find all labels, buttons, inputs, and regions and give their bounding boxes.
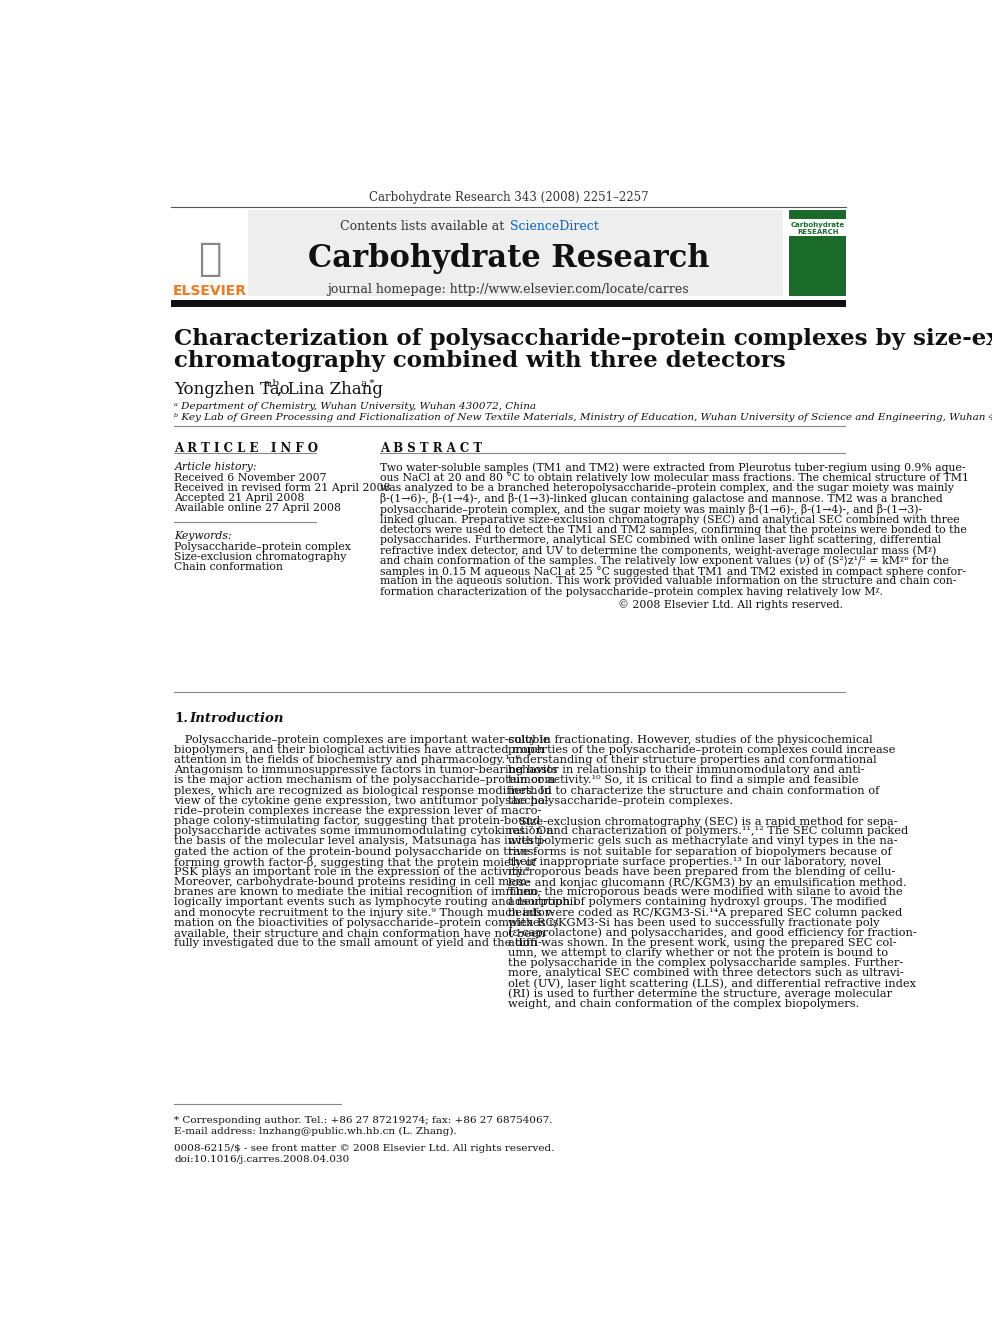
Text: * Corresponding author. Tel.: +86 27 87219274; fax: +86 27 68754067.: * Corresponding author. Tel.: +86 27 872…: [175, 1115, 553, 1125]
Text: Keywords:: Keywords:: [175, 532, 232, 541]
Text: , Lina Zhang: , Lina Zhang: [277, 381, 383, 397]
Text: Two water-soluble samples (TM1 and TM2) were extracted from Pleurotus tuber-regi: Two water-soluble samples (TM1 and TM2) …: [380, 462, 965, 472]
Text: the polysaccharide–protein complexes.: the polysaccharide–protein complexes.: [509, 795, 733, 806]
Text: Moreover, carbohydrate-bound proteins residing in cell mem-: Moreover, carbohydrate-bound proteins re…: [175, 877, 531, 886]
Text: with polymeric gels such as methacrylate and vinyl types in the na-: with polymeric gels such as methacrylate…: [509, 836, 898, 847]
Text: journal homepage: http://www.elsevier.com/locate/carres: journal homepage: http://www.elsevier.co…: [327, 283, 689, 296]
Text: β-(1→6)-, β-(1→4)-, and β-(1→3)-linked glucan containing galactose and mannose. : β-(1→6)-, β-(1→4)-, and β-(1→3)-linked g…: [380, 493, 942, 504]
Text: Article history:: Article history:: [175, 462, 257, 472]
Text: forming growth factor-β, suggesting that the protein moiety of: forming growth factor-β, suggesting that…: [175, 857, 537, 868]
Text: attention in the fields of biochemistry and pharmacology.¹⁻⁶: attention in the fields of biochemistry …: [175, 755, 521, 765]
Text: and chain conformation of the samples. The relatively low exponent values (ν) of: and chain conformation of the samples. T…: [380, 556, 948, 566]
Text: Polysaccharide–protein complex: Polysaccharide–protein complex: [175, 542, 351, 552]
Text: Chain conformation: Chain conformation: [175, 562, 284, 573]
Text: olet (UV), laser light scattering (LLS), and differential refractive index: olet (UV), laser light scattering (LLS),…: [509, 979, 917, 990]
Text: ous NaCl at 20 and 80 °C to obtain relatively low molecular mass fractions. The : ous NaCl at 20 and 80 °C to obtain relat…: [380, 472, 969, 483]
Text: formation characterization of the polysaccharide–protein complex having relative: formation characterization of the polysa…: [380, 587, 883, 597]
Text: Then, the microporous beads were modified with silane to avoid the: Then, the microporous beads were modifie…: [509, 888, 903, 897]
Text: (ε-caprolactone) and polysaccharides, and good efficiency for fraction-: (ε-caprolactone) and polysaccharides, an…: [509, 927, 918, 938]
Text: Antagonism to immunosuppressive factors in tumor-bearing hosts: Antagonism to immunosuppressive factors …: [175, 765, 558, 775]
Text: chromatography combined with three detectors: chromatography combined with three detec…: [175, 349, 786, 372]
Text: Size-exclusion chromatography (SEC) is a rapid method for sepa-: Size-exclusion chromatography (SEC) is a…: [509, 816, 898, 827]
Text: view of the cytokine gene expression, two antitumor polysaccha-: view of the cytokine gene expression, tw…: [175, 795, 550, 806]
Text: Contents lists available at: Contents lists available at: [340, 220, 509, 233]
Text: 0008-6215/$ - see front matter © 2008 Elsevier Ltd. All rights reserved.: 0008-6215/$ - see front matter © 2008 El…: [175, 1144, 555, 1154]
Text: ation was shown. In the present work, using the prepared SEC col-: ation was shown. In the present work, us…: [509, 938, 897, 949]
Text: umn, we attempt to clarify whether or not the protein is bound to: umn, we attempt to clarify whether or no…: [509, 949, 889, 958]
Text: 1.: 1.: [175, 712, 188, 725]
Text: Carbohydrate Research: Carbohydrate Research: [308, 243, 709, 274]
Text: PSK plays an important role in the expression of the activity.⁸: PSK plays an important role in the expre…: [175, 867, 530, 877]
Text: Available online 27 April 2008: Available online 27 April 2008: [175, 503, 341, 513]
Text: understanding of their structure properties and conformational: understanding of their structure propert…: [509, 755, 877, 765]
Text: ride–protein complexes increase the expression lever of macro-: ride–protein complexes increase the expr…: [175, 806, 542, 816]
Text: 🌲: 🌲: [197, 239, 221, 278]
Text: biopolymers, and their biological activities have attracted much: biopolymers, and their biological activi…: [175, 745, 545, 755]
Text: and monocyte recruitment to the injury site.⁹ Though much infor-: and monocyte recruitment to the injury s…: [175, 908, 555, 918]
Text: a,*: a,*: [360, 378, 375, 388]
Text: A B S T R A C T: A B S T R A C T: [380, 442, 482, 455]
Text: ᵇ Key Lab of Green Processing and Fictionalization of New Textile Materials, Min: ᵇ Key Lab of Green Processing and Fictio…: [175, 413, 992, 422]
Text: samples in 0.15 M aqueous NaCl at 25 °C suggested that TM1 and TM2 existed in co: samples in 0.15 M aqueous NaCl at 25 °C …: [380, 566, 966, 577]
Text: mation in the aqueous solution. This work provided valuable information on the s: mation in the aqueous solution. This wor…: [380, 577, 956, 586]
Text: Received in revised form 21 April 2008: Received in revised form 21 April 2008: [175, 483, 391, 493]
Text: Polysaccharide–protein complexes are important water-soluble: Polysaccharide–protein complexes are imp…: [175, 734, 550, 745]
Text: Introduction: Introduction: [189, 712, 284, 725]
Text: their inappropriate surface properties.¹³ In our laboratory, novel: their inappropriate surface properties.¹…: [509, 857, 882, 867]
Text: detectors were used to detect the TM1 and TM2 samples, confirming that the prote: detectors were used to detect the TM1 an…: [380, 524, 966, 534]
Text: Size-exclusion chromatography: Size-exclusion chromatography: [175, 552, 347, 562]
Text: weight, and chain conformation of the complex biopolymers.: weight, and chain conformation of the co…: [509, 999, 860, 1009]
Text: ELSEVIER: ELSEVIER: [173, 284, 246, 298]
Text: with RC/KGM3-Si has been used to successfully fractionate poly: with RC/KGM3-Si has been used to success…: [509, 918, 880, 927]
Text: A R T I C L E   I N F O: A R T I C L E I N F O: [175, 442, 318, 455]
Text: gated the action of the protein-bound polysaccharide on trans-: gated the action of the protein-bound po…: [175, 847, 538, 856]
Bar: [171, 300, 846, 307]
Text: logically important events such as lymphocyte routing and neutrophil: logically important events such as lymph…: [175, 897, 577, 908]
Text: mation on the bioactivities of polysaccharide–protein complexes is: mation on the bioactivities of polysacch…: [175, 918, 559, 927]
Text: a,b: a,b: [264, 378, 280, 388]
Text: ration and characterization of polymers.¹¹,¹² The SEC column packed: ration and characterization of polymers.…: [509, 826, 909, 836]
Text: microporous beads have been prepared from the blending of cellu-: microporous beads have been prepared fro…: [509, 867, 896, 877]
Text: phage colony-stimulating factor, suggesting that protein-bound: phage colony-stimulating factor, suggest…: [175, 816, 541, 826]
Text: adsorption of polymers containing hydroxyl groups. The modified: adsorption of polymers containing hydrox…: [509, 897, 887, 908]
Text: available, their structure and chain conformation have not been: available, their structure and chain con…: [175, 927, 546, 938]
Text: Yongzhen Tao: Yongzhen Tao: [175, 381, 290, 397]
Text: linked glucan. Preparative size-exclusion chromatography (SEC) and analytical SE: linked glucan. Preparative size-exclusio…: [380, 515, 959, 525]
Text: ᵃ Department of Chemistry, Wuhan University, Wuhan 430072, China: ᵃ Department of Chemistry, Wuhan Univers…: [175, 402, 537, 411]
Text: polysaccharide–protein complex, and the sugar moiety was mainly β-(1→6)-, β-(1→4: polysaccharide–protein complex, and the …: [380, 504, 922, 515]
Text: Carbohydrate
RESEARCH: Carbohydrate RESEARCH: [791, 221, 845, 234]
Bar: [248, 209, 783, 296]
Text: behavior in relationship to their immunomodulatory and anti-: behavior in relationship to their immuno…: [509, 765, 865, 775]
Bar: [171, 209, 248, 296]
Text: Carbohydrate Research 343 (2008) 2251–2257: Carbohydrate Research 343 (2008) 2251–22…: [369, 191, 648, 204]
Text: beads were coded as RC/KGM3-Si.¹⁴A prepared SEC column packed: beads were coded as RC/KGM3-Si.¹⁴A prepa…: [509, 908, 903, 918]
Text: polysaccharides. Furthermore, analytical SEC combined with online laser light sc: polysaccharides. Furthermore, analytical…: [380, 534, 940, 545]
Text: plexes, which are recognized as biological response modifiers. In: plexes, which are recognized as biologic…: [175, 786, 552, 795]
Text: Accepted 21 April 2008: Accepted 21 April 2008: [175, 493, 305, 503]
Text: the basis of the molecular level analysis, Matsunaga has investi-: the basis of the molecular level analysi…: [175, 836, 547, 847]
Text: ScienceDirect: ScienceDirect: [510, 220, 599, 233]
Bar: [789, 218, 846, 235]
Text: culty in fractionating. However, studies of the physicochemical: culty in fractionating. However, studies…: [509, 734, 873, 745]
Text: the polysaccharide in the complex polysaccharide samples. Further-: the polysaccharide in the complex polysa…: [509, 958, 904, 968]
Text: refractive index detector, and UV to determine the components, weight-average mo: refractive index detector, and UV to det…: [380, 545, 936, 556]
Text: © 2008 Elsevier Ltd. All rights reserved.: © 2008 Elsevier Ltd. All rights reserved…: [618, 599, 843, 610]
Text: branes are known to mediate the initial recognition of immuno-: branes are known to mediate the initial …: [175, 888, 543, 897]
Text: E-mail address: lnzhang@public.wh.hb.cn (L. Zhang).: E-mail address: lnzhang@public.wh.hb.cn …: [175, 1127, 457, 1135]
Text: tive forms is not suitable for separation of biopolymers because of: tive forms is not suitable for separatio…: [509, 847, 892, 856]
Text: was analyzed to be a branched heteropolysaccharide–protein complex, and the suga: was analyzed to be a branched heteropoly…: [380, 483, 953, 493]
Text: (RI) is used to further determine the structure, average molecular: (RI) is used to further determine the st…: [509, 988, 893, 999]
Text: method to characterize the structure and chain conformation of: method to characterize the structure and…: [509, 786, 880, 795]
Text: tumor activity.¹⁰ So, it is critical to find a simple and feasible: tumor activity.¹⁰ So, it is critical to …: [509, 775, 859, 786]
Text: is the major action mechanism of the polysaccharide–protein com-: is the major action mechanism of the pol…: [175, 775, 559, 786]
Bar: [789, 209, 846, 296]
Text: more, analytical SEC combined with three detectors such as ultravi-: more, analytical SEC combined with three…: [509, 968, 904, 979]
Text: polysaccharide activates some immunomodulating cytokines.⁷ On: polysaccharide activates some immunomodu…: [175, 826, 554, 836]
Text: Characterization of polysaccharide–protein complexes by size-exclusion: Characterization of polysaccharide–prote…: [175, 328, 992, 351]
Text: Received 6 November 2007: Received 6 November 2007: [175, 472, 327, 483]
Text: fully investigated due to the small amount of yield and the diffi-: fully investigated due to the small amou…: [175, 938, 543, 949]
Text: doi:10.1016/j.carres.2008.04.030: doi:10.1016/j.carres.2008.04.030: [175, 1155, 349, 1164]
Text: lose and konjac glucomann (RC/KGM3) by an emulsification method.: lose and konjac glucomann (RC/KGM3) by a…: [509, 877, 907, 888]
Text: properties of the polysaccharide–protein complexes could increase: properties of the polysaccharide–protein…: [509, 745, 896, 755]
